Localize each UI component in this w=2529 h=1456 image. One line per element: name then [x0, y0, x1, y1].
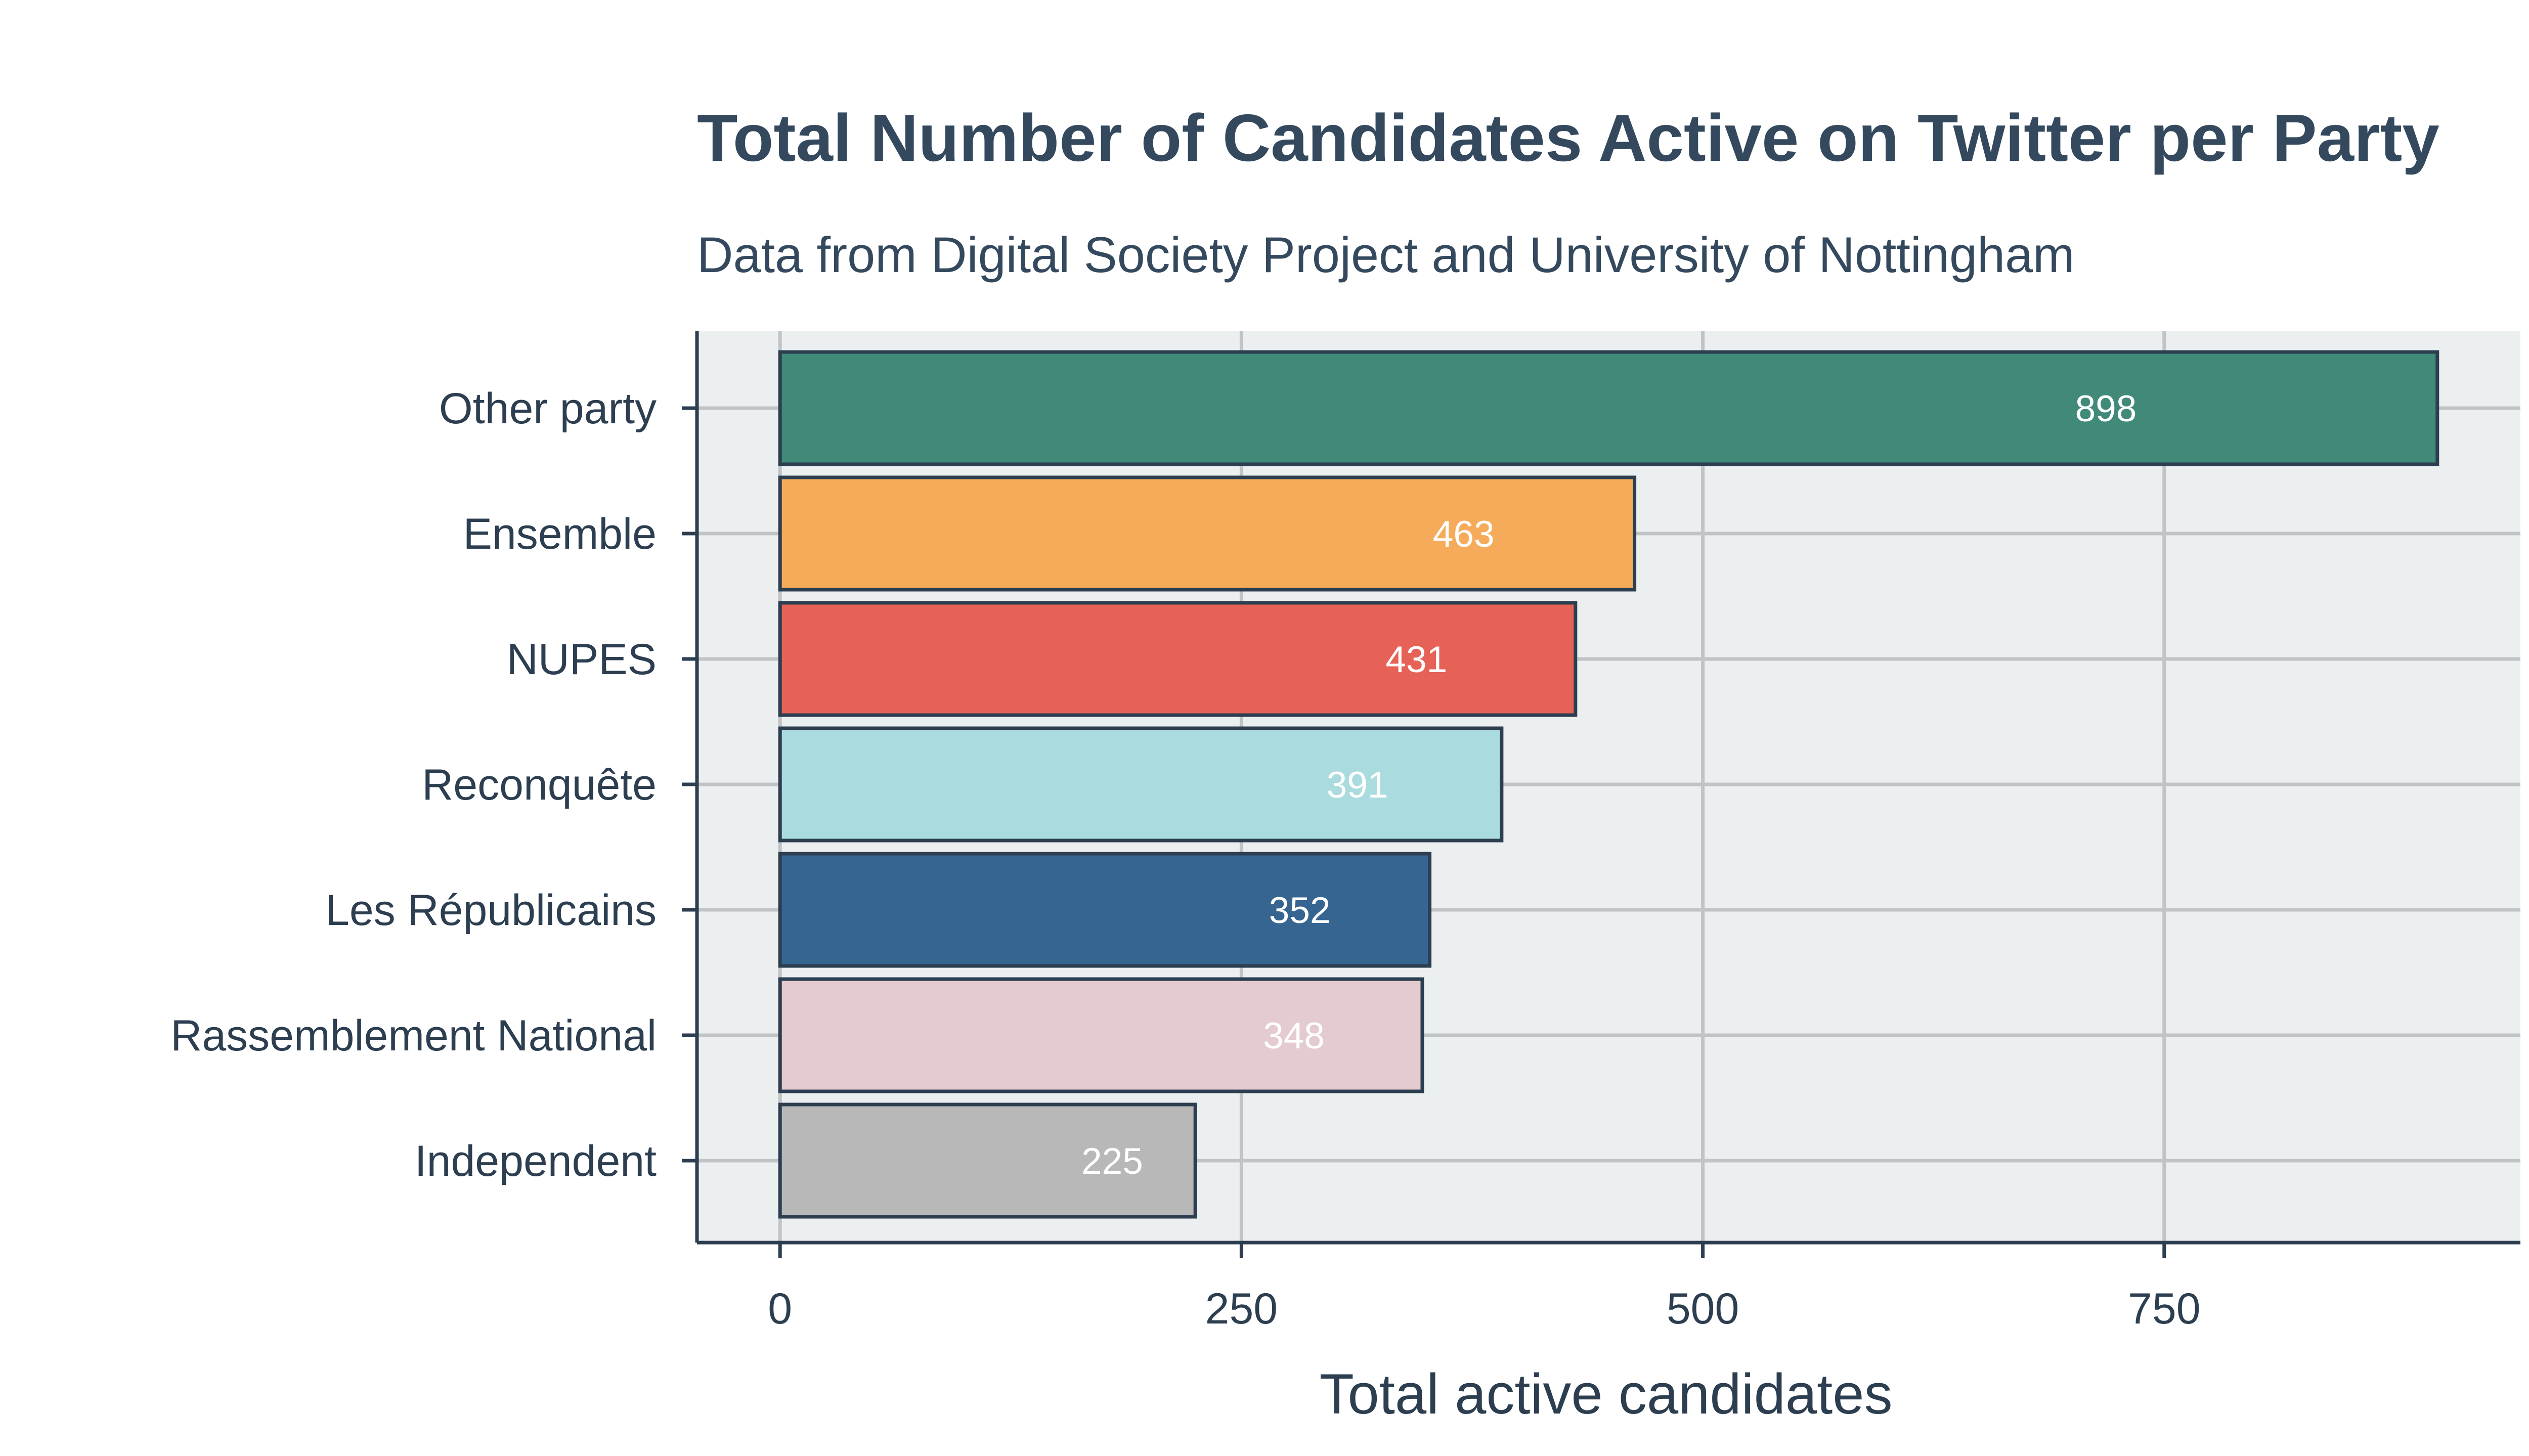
category-label: NUPES [507, 635, 657, 684]
category-label: Other party [439, 384, 657, 433]
category-label: Reconquête [422, 761, 657, 809]
bar [778, 1102, 1197, 1219]
bar-value-label: 348 [1263, 1016, 1325, 1056]
bar-value-label: 225 [1081, 1141, 1143, 1182]
chart-title: Total Number of Candidates Active on Twi… [697, 101, 2439, 175]
bar-value-label: 898 [2075, 388, 2137, 429]
x-axis-title: Total active candidates [1319, 1362, 1892, 1426]
bar [778, 852, 1432, 968]
axes [682, 331, 2520, 1258]
labels: 898 463 431 391 352 348 225 Other party Ensemble… [170, 384, 2200, 1333]
category-label: Les Républicains [325, 886, 657, 935]
category-label: Rassemblement National [170, 1011, 657, 1060]
bar [778, 977, 1424, 1093]
bar-value-label: 431 [1385, 639, 1447, 680]
bar [778, 726, 1504, 843]
chart-subtitle: Data from Digital Society Project and Un… [697, 227, 2075, 283]
x-tick-label: 500 [1667, 1285, 1739, 1333]
category-label: Ensemble [463, 510, 657, 558]
bar-value-label: 391 [1327, 765, 1388, 806]
bars [778, 350, 2439, 1219]
bar [778, 350, 2439, 466]
x-tick-label: 250 [1205, 1285, 1278, 1333]
bar-value-label: 352 [1269, 890, 1331, 931]
category-label: Independent [415, 1137, 657, 1185]
x-tick-label: 750 [2128, 1285, 2201, 1333]
bar [778, 601, 1578, 717]
x-tick-label: 0 [768, 1285, 792, 1333]
bar-value-label: 463 [1433, 514, 1495, 555]
bar [778, 475, 1637, 592]
